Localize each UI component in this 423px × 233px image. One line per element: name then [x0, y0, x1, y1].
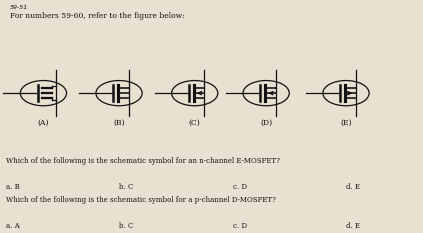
Text: (C): (C)	[189, 119, 201, 127]
Text: d. E: d. E	[346, 183, 360, 191]
Text: d. E: d. E	[346, 222, 360, 230]
Text: a. A: a. A	[5, 222, 19, 230]
Text: c. D: c. D	[233, 183, 247, 191]
Text: b. C: b. C	[119, 222, 133, 230]
Text: (E): (E)	[340, 119, 352, 127]
Text: c. D: c. D	[233, 222, 247, 230]
Text: (B): (B)	[113, 119, 125, 127]
Text: b. C: b. C	[119, 183, 133, 191]
Text: 59-51: 59-51	[10, 5, 28, 10]
Text: (A): (A)	[38, 119, 49, 127]
Text: Which of the following is the schematic symbol for a p-channel D-MOSFET?: Which of the following is the schematic …	[5, 196, 276, 204]
Text: (D): (D)	[260, 119, 272, 127]
Text: Which of the following is the schematic symbol for an n-channel E-MOSFET?: Which of the following is the schematic …	[5, 157, 280, 165]
Text: For numbers 59-60, refer to the figure below:: For numbers 59-60, refer to the figure b…	[10, 12, 184, 20]
Text: a. B: a. B	[5, 183, 19, 191]
